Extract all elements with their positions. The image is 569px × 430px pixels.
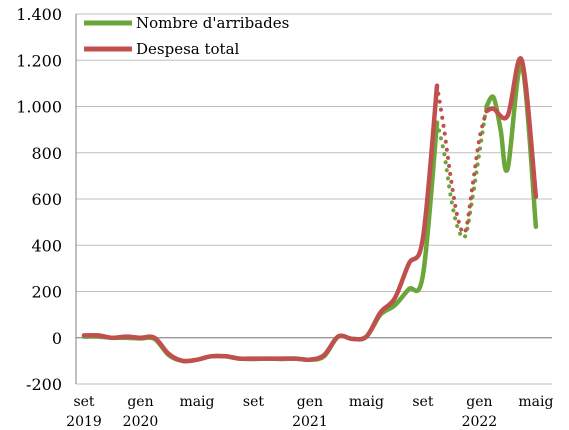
y-tick-label: 400 bbox=[31, 236, 62, 255]
x-tick-label: set bbox=[243, 394, 264, 410]
y-tick-label: 1.400 bbox=[16, 5, 62, 24]
x-tick-label: set bbox=[73, 394, 94, 410]
series-line-nombre-d-arribades-dotted bbox=[435, 104, 489, 240]
y-tick-label: 800 bbox=[31, 144, 62, 163]
y-tick-labels: -200 0 200 400 600 800 1.000 1.200 1.400 bbox=[16, 5, 62, 394]
y-tick-label: -200 bbox=[26, 375, 62, 394]
y-tick-label: 1.000 bbox=[16, 98, 62, 117]
y-tick-label: 0 bbox=[52, 329, 62, 348]
legend-label: Nombre d'arribades bbox=[136, 14, 289, 32]
x-tick-label: maig bbox=[518, 394, 553, 410]
x-tick-year: 2019 bbox=[66, 414, 102, 430]
legend-label: Despesa total bbox=[136, 40, 240, 58]
x-tick-label: maig bbox=[179, 394, 214, 410]
legend: Nombre d'arribades Despesa total bbox=[84, 14, 289, 58]
series-line-despesa-total-dotted bbox=[435, 83, 489, 236]
x-tick-labels: set 2019 gen 2020 maig set gen 2021 maig set gen 20… bbox=[66, 394, 553, 430]
y-tick-label: 600 bbox=[31, 190, 62, 209]
x-tick-year: 2020 bbox=[123, 414, 159, 430]
series-line-despesa-total-solid bbox=[484, 56, 539, 199]
x-tick-label: gen bbox=[466, 394, 492, 410]
y-tick-label: 1.200 bbox=[16, 51, 62, 70]
x-tick-label: maig bbox=[349, 394, 384, 410]
y-tick-label: 200 bbox=[31, 283, 62, 302]
x-tick-year: 2021 bbox=[292, 414, 328, 430]
gridlines bbox=[76, 13, 552, 385]
x-tick-year: 2022 bbox=[462, 414, 498, 430]
series-lines bbox=[81, 56, 539, 364]
x-tick-label: gen bbox=[127, 394, 153, 410]
x-tick-label: set bbox=[412, 394, 433, 410]
series-line-nombre-d-arribades-solid bbox=[81, 120, 440, 364]
x-tick-label: gen bbox=[297, 394, 323, 410]
series-line-despesa-total-solid bbox=[81, 83, 440, 364]
